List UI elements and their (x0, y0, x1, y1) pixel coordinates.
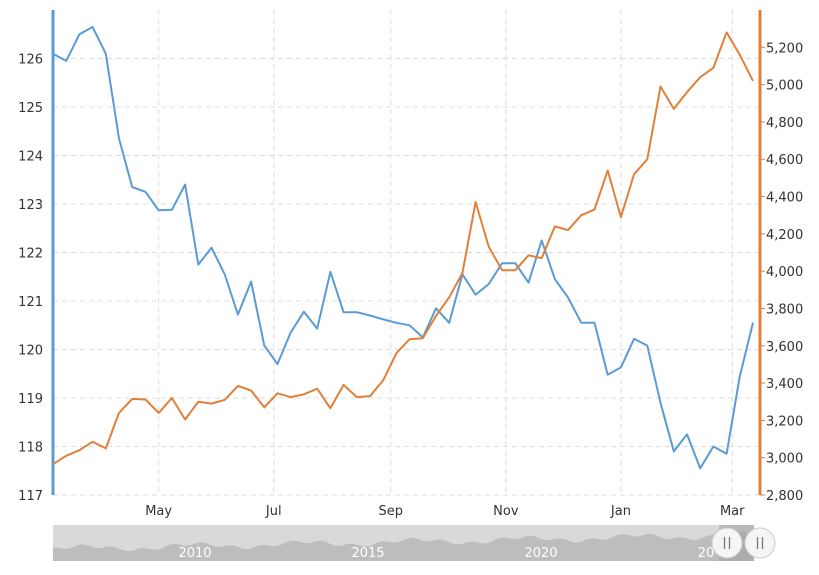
y-right-tick-label: 3,600 (766, 340, 803, 355)
navigator[interactable]: 2010 2015 2020 20 (53, 525, 776, 561)
y-left-tick-label: 120 (18, 344, 43, 359)
navigator-left-handle[interactable] (711, 527, 743, 559)
y-right-tick-label: 3,400 (766, 377, 803, 392)
x-tick-label: May (145, 504, 172, 519)
navigator-label-2015: 2015 (351, 546, 384, 561)
y-left-tick-label: 125 (18, 101, 43, 116)
y-left-tick-label: 118 (18, 441, 43, 456)
navigator-area (53, 531, 754, 561)
y-right-tick-label: 2,800 (766, 489, 803, 504)
y-right-tick-label: 4,200 (766, 228, 803, 243)
y-left-tick-label: 121 (18, 295, 43, 310)
y-left-tick-label: 126 (18, 53, 43, 68)
x-tick-label: Jan (610, 504, 631, 519)
y-right-tick-label: 4,600 (766, 153, 803, 168)
y-right-tick-label: 5,000 (766, 79, 803, 94)
x-tick-label: Nov (493, 504, 519, 519)
y-left-tick-label: 123 (18, 198, 43, 213)
y-left-tick-label: 119 (18, 392, 43, 407)
y-right-tick-label: 5,200 (766, 41, 803, 56)
grid (53, 10, 760, 496)
y-right-tick-label: 4,000 (766, 265, 803, 280)
tick-labels: 117 118 119 120 121 122 123 124 125 126 2,800 3,000… (18, 41, 803, 519)
double-bar-icon (723, 537, 731, 549)
y-right-tick-label: 3,200 (766, 414, 803, 429)
y-right-tick-label: 4,400 (766, 191, 803, 206)
x-tick-label: Jul (265, 504, 282, 519)
axes (51, 10, 765, 496)
x-tick-label: Mar (720, 504, 745, 519)
series-line-1 (52, 26, 754, 470)
y-right-tick-label: 4,800 (766, 116, 803, 131)
y-left-tick-label: 117 (18, 489, 43, 504)
navigator-label-2020: 2020 (524, 546, 557, 561)
series (52, 26, 754, 470)
navigator-label-2010: 2010 (178, 546, 211, 561)
double-bar-icon (756, 537, 764, 549)
y-right-tick-label: 3,000 (766, 452, 803, 467)
y-right-tick-label: 3,800 (766, 302, 803, 317)
series-line-2 (52, 31, 754, 466)
navigator-right-handle[interactable] (744, 527, 776, 559)
x-tick-label: Sep (378, 504, 403, 519)
y-left-tick-label: 124 (18, 150, 43, 165)
navigator-label-partial: 20 (698, 546, 715, 561)
y-left-tick-label: 122 (18, 247, 43, 262)
